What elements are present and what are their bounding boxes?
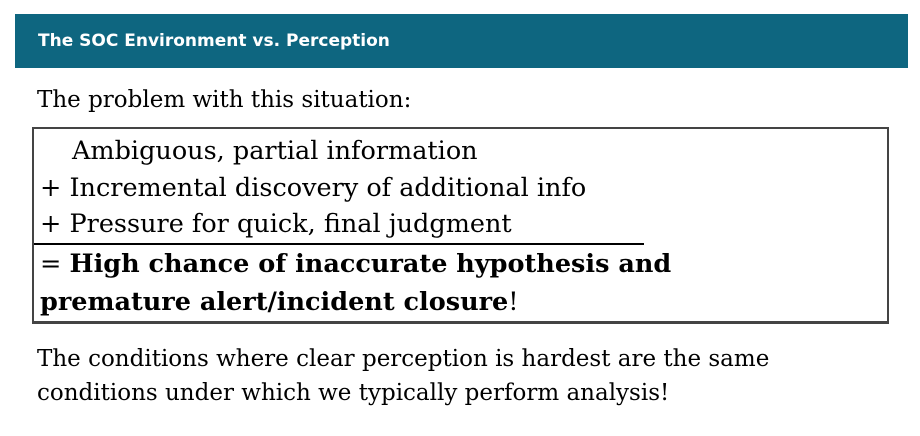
title-bar: The SOC Environment vs. Perception <box>15 14 908 68</box>
conclusion-line-1: The conditions where clear perception is… <box>37 346 770 372</box>
result-bold-text-1: High chance of inaccurate hypothesis and <box>69 249 672 279</box>
result-bold-text-2: premature alert/incident closure <box>40 287 509 317</box>
equals-sign: = <box>40 249 70 279</box>
equation-result-line-1: = High chance of inaccurate hypothesis a… <box>40 246 671 282</box>
equation-line-ambiguous: Ambiguous, partial information <box>72 136 478 166</box>
sum-rule-divider <box>34 243 644 245</box>
intro-text: The problem with this situation: <box>37 87 412 113</box>
equation-box: Ambiguous, partial information + Increme… <box>32 127 889 324</box>
slide-title: The SOC Environment vs. Perception <box>38 31 390 51</box>
exclamation-mark: ! <box>508 287 519 317</box>
conclusion-text: The conditions where clear perception is… <box>37 342 907 410</box>
equation-line-pressure: + Pressure for quick, final judgment <box>40 209 512 239</box>
conclusion-line-2: conditions under which we typically perf… <box>37 380 670 406</box>
equation-result-line-2: premature alert/incident closure! <box>40 284 519 320</box>
equation-line-incremental: + Incremental discovery of additional in… <box>40 173 587 203</box>
